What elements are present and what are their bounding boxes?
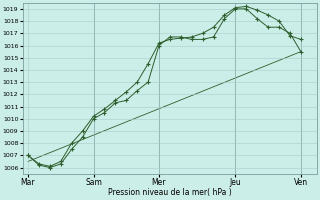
X-axis label: Pression niveau de la mer( hPa ): Pression niveau de la mer( hPa ) — [108, 188, 232, 197]
